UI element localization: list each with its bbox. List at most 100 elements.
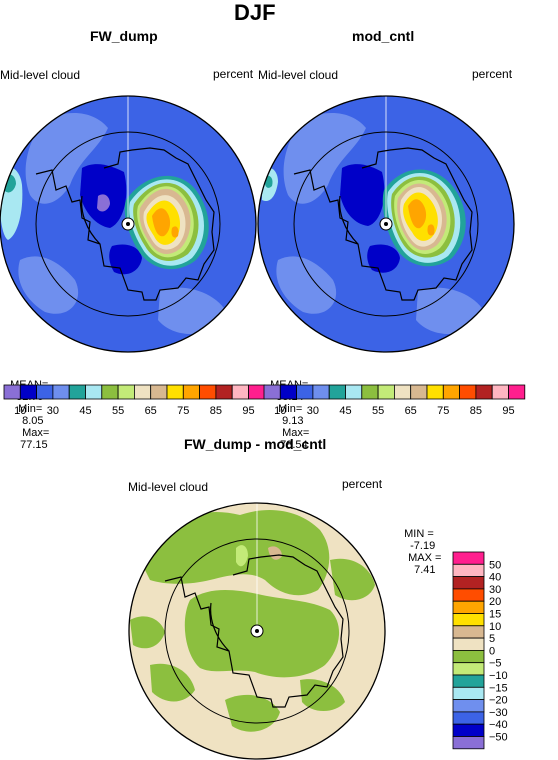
panel3-colorbar-label: 40 [489, 572, 501, 584]
panel2-colorbar-swatch [279, 384, 297, 400]
panel2-colorbar-swatch [426, 384, 444, 400]
panel3-colorbar-label: −5 [489, 658, 502, 670]
panel2-region-light-blue-2 [276, 256, 337, 314]
panel2-region-dark-blue-2 [367, 244, 400, 273]
panel3-region-green-north [140, 510, 330, 596]
panel2-pole-dot [384, 222, 388, 226]
panel2-region-orange [408, 199, 427, 229]
panel1-max-value: 77.15 [20, 439, 48, 451]
panel3-colorbar-swatch [452, 600, 485, 614]
panel1-colorbar-swatch [19, 384, 37, 400]
panel1-colorbar-swatch [117, 384, 135, 400]
panel1-polar-ring [35, 131, 221, 317]
panel2-polar-ring [293, 131, 479, 317]
panel1-variable-label: Mid-level cloud [0, 68, 81, 82]
panel3-colorbar-swatch [452, 588, 485, 602]
panel2-colorbar-label: 95 [502, 405, 514, 417]
panel2-colorbar-swatch [377, 384, 395, 400]
panel2-variable-label: Mid-level cloud [258, 68, 339, 82]
panel3-map [128, 502, 386, 760]
panel1-colorbar-label: 30 [47, 405, 59, 417]
panel2-colorbar-swatch [442, 384, 460, 400]
panel3-max-value: 7.41 [414, 564, 436, 576]
panel1-colorbar-label: 75 [177, 405, 189, 417]
panel1-colorbar-swatch [36, 384, 54, 400]
panel2-colorbar-swatch [410, 384, 428, 400]
panel2-colorbar-swatch [361, 384, 379, 400]
panel3-min-value: -7.19 [410, 540, 436, 552]
panel2-max-label: Max= [282, 427, 310, 439]
panel3-colorbar-label: −30 [489, 707, 508, 719]
panel2-max-value: 78.54 [280, 439, 308, 451]
panel2-colorbar-swatch [459, 384, 477, 400]
panel3-region-green-west [130, 616, 165, 649]
panel1-stats: MEAN= 32.79 Min= 8.05 Max= 77.15 [4, 367, 49, 451]
panel1-colorbar-swatch [133, 384, 152, 400]
panel2-colorbar-swatch [475, 384, 493, 400]
panel3-units-label: percent [342, 477, 383, 491]
panel2-region-dark-blue [340, 164, 385, 226]
panel1-colorbar-label: 45 [79, 405, 91, 417]
panel1-colorbar-swatch [182, 384, 201, 400]
panel2-colorbar-swatch [312, 384, 330, 400]
panel1-colorbar-swatch [101, 384, 119, 400]
panel1-coastline [35, 147, 215, 301]
panel1-colorbar-label: 55 [112, 405, 124, 417]
panel2-colorbar: 10 30 45 55 65 75 85 95 [263, 384, 526, 417]
panel2-colorbar-label: 55 [372, 405, 384, 417]
panel2-colorbar-label: 75 [437, 405, 449, 417]
panel2-colorbar-label: 30 [307, 405, 319, 417]
panel1-colorbar-swatch [150, 384, 168, 400]
panel1-colorbar-swatch [199, 384, 217, 400]
panel1-colorbar-swatch [248, 384, 266, 400]
panel2-colorbar-swatch [508, 384, 526, 400]
panel1-pole-dot [126, 222, 130, 226]
panel3-region-tan [268, 546, 282, 560]
panel2-map-border [257, 95, 515, 353]
panel1-region-orange [152, 208, 171, 237]
panel1-colorbar-swatch [85, 384, 103, 400]
panel1-max-label: Max= [22, 427, 50, 439]
panel3-title: FW_dump - mod_cntl [184, 436, 327, 452]
panel1-colorbar-label: 95 [242, 405, 254, 417]
panel3-colorbar-label: 0 [489, 645, 495, 657]
panel3-colorbar-label: −50 [489, 732, 508, 744]
panel3-region-green-east [330, 558, 375, 601]
panel2-map [257, 95, 515, 353]
panel3-colorbar-label: −40 [489, 719, 508, 731]
panel3-colorbar-swatch [452, 674, 485, 688]
panel3-pole-dot [255, 629, 259, 633]
panel2-colorbar-swatch [345, 384, 363, 400]
panel3-colorbar-label: 5 [489, 633, 495, 645]
panel1-colorbar-label: 10 [14, 405, 26, 417]
figure-title: DJF [234, 0, 276, 25]
panel1-map [0, 95, 257, 353]
panel3-map-border [128, 502, 386, 760]
panel1-title: FW_dump [90, 28, 158, 44]
panel3-colorbar-label: 30 [489, 584, 501, 596]
panel3-region-lightgreen [236, 545, 248, 567]
panel3-max-label: MAX = [408, 552, 442, 564]
panel1-colorbar-swatch [231, 384, 249, 400]
panel1-units-label: percent [213, 67, 254, 81]
panel3-colorbar-swatch [452, 699, 485, 713]
panel1-colorbar-swatch [3, 384, 21, 400]
panel3-colorbar-swatch [452, 723, 485, 737]
panel3-colorbar-swatch [452, 551, 485, 565]
panel1-colorbar-swatch [52, 384, 70, 400]
panel1-colorbar-swatch [166, 384, 184, 400]
panel3-colorbar-swatch [452, 650, 485, 664]
panel1-colorbar-label: 85 [210, 405, 222, 417]
panel3-variable-label: Mid-level cloud [128, 480, 209, 494]
panel3-colorbar-swatch [452, 686, 485, 700]
panel3-coastline [164, 554, 344, 708]
panel1-region-dark-blue-2 [109, 244, 142, 275]
panel1-min-label: Min= [18, 403, 43, 415]
panel3-colorbar-label: 15 [489, 609, 501, 621]
panel3-colorbar-label: 20 [489, 596, 501, 608]
panel3-colorbar-swatch [452, 662, 485, 676]
panel2-colorbar-swatch [296, 384, 314, 400]
panel2-colorbar-label: 85 [470, 405, 482, 417]
